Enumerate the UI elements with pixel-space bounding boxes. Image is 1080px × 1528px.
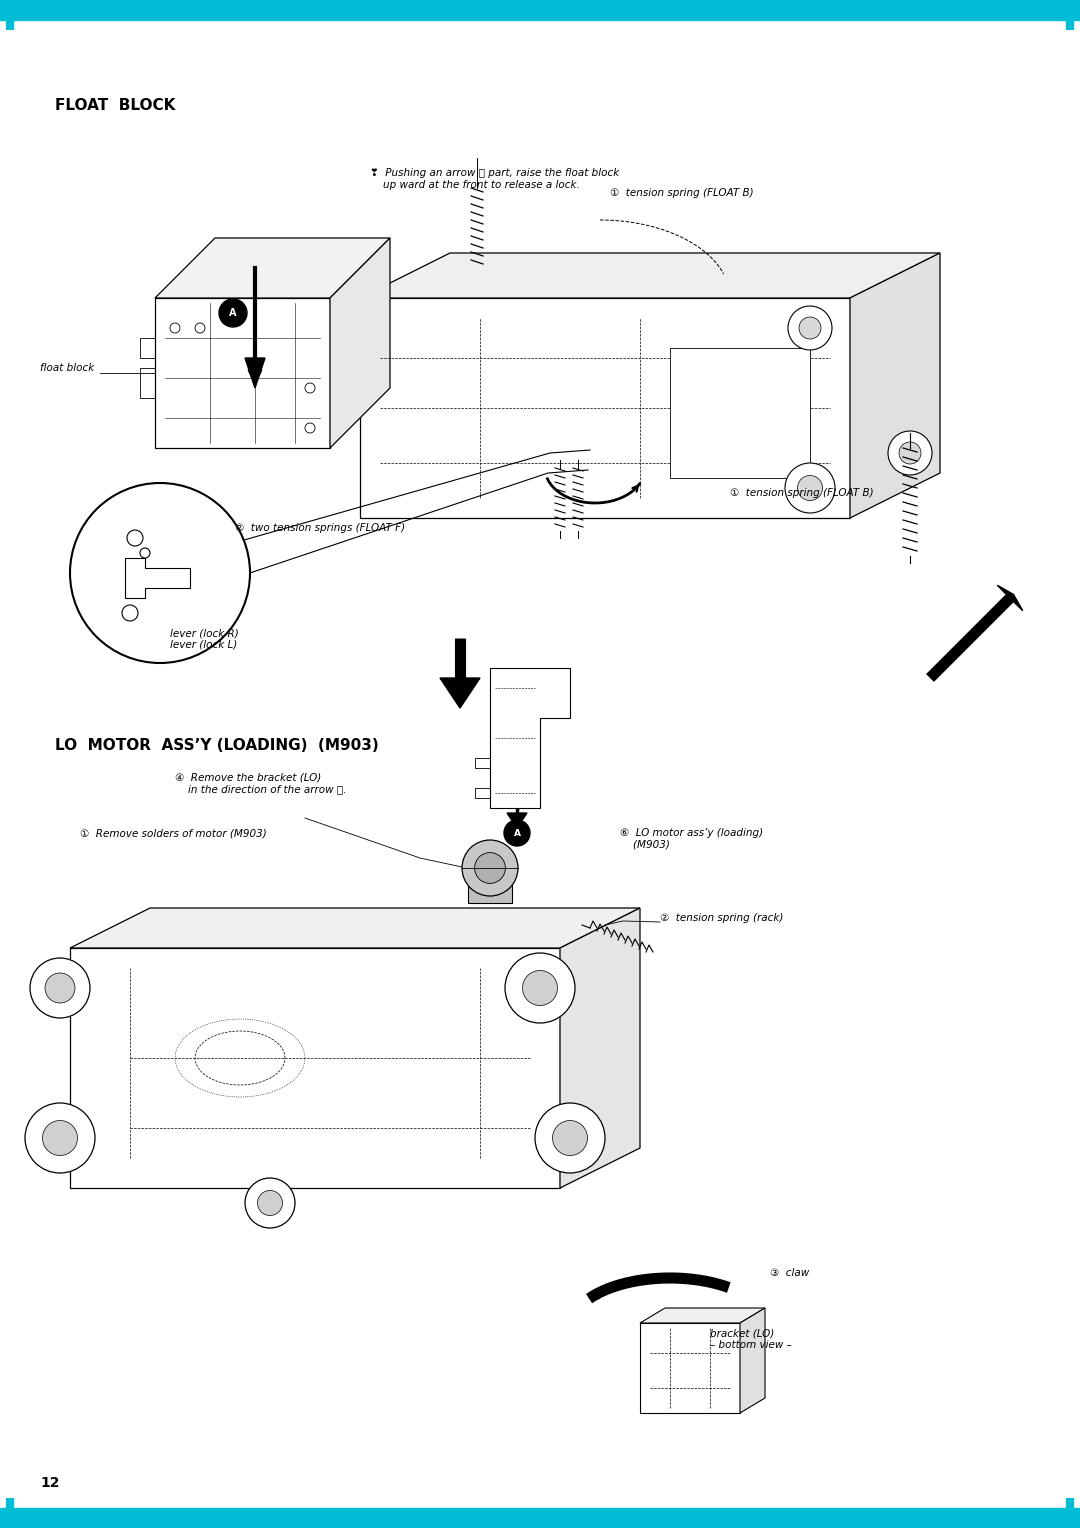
Text: ⑥  LO motor ass’y (loading)
    (M903): ⑥ LO motor ass’y (loading) (M903) [620, 828, 764, 850]
Polygon shape [561, 908, 640, 1187]
Polygon shape [156, 238, 390, 298]
Circle shape [785, 463, 835, 513]
Polygon shape [70, 947, 561, 1187]
Circle shape [504, 821, 530, 847]
Circle shape [257, 1190, 283, 1215]
Text: ①  tension spring (FLOAT B): ① tension spring (FLOAT B) [730, 487, 874, 498]
Circle shape [305, 423, 315, 432]
Text: A: A [513, 828, 521, 837]
Circle shape [797, 475, 823, 501]
Bar [0, 1508, 1080, 1528]
Circle shape [245, 1178, 295, 1229]
Text: ③  claw: ③ claw [770, 1268, 809, 1277]
Text: A: A [229, 309, 237, 318]
Polygon shape [360, 298, 850, 518]
Circle shape [140, 549, 150, 558]
Polygon shape [740, 1308, 765, 1413]
Polygon shape [125, 558, 190, 597]
Text: lever (lock R)
lever (lock L): lever (lock R) lever (lock L) [170, 628, 239, 649]
Circle shape [788, 306, 832, 350]
Circle shape [30, 958, 90, 1018]
Bar [468, 883, 512, 903]
Circle shape [799, 316, 821, 339]
Circle shape [474, 853, 505, 883]
Polygon shape [440, 678, 480, 707]
Text: ④  Remove the bracket (LO)
    in the direction of the arrow Ⓐ.: ④ Remove the bracket (LO) in the directi… [175, 773, 347, 795]
Text: float block: float block [40, 364, 94, 373]
Text: FLOAT  BLOCK: FLOAT BLOCK [55, 98, 175, 113]
Bar [0, 0, 1080, 20]
Polygon shape [507, 813, 527, 828]
Polygon shape [70, 908, 640, 947]
Circle shape [122, 605, 138, 620]
Polygon shape [156, 298, 330, 448]
Circle shape [535, 1103, 605, 1174]
Text: ❣  Pushing an arrow Ⓐ part, raise the float block
    up ward at the front to re: ❣ Pushing an arrow Ⓐ part, raise the flo… [370, 168, 619, 189]
Polygon shape [640, 1308, 765, 1323]
Text: bracket (LO)
– bottom view –: bracket (LO) – bottom view – [710, 1328, 792, 1349]
Circle shape [462, 840, 518, 895]
Circle shape [70, 483, 249, 663]
Polygon shape [490, 668, 570, 808]
Circle shape [25, 1103, 95, 1174]
Circle shape [888, 431, 932, 475]
Circle shape [42, 1120, 78, 1155]
Text: LO  MOTOR  ASS’Y (LOADING)  (M903): LO MOTOR ASS’Y (LOADING) (M903) [55, 738, 379, 753]
Circle shape [170, 322, 180, 333]
Circle shape [899, 442, 921, 465]
Text: ①  tension spring (FLOAT B): ① tension spring (FLOAT B) [610, 188, 754, 199]
Bar [670, 348, 810, 478]
Polygon shape [330, 238, 390, 448]
Circle shape [219, 299, 247, 327]
Circle shape [127, 530, 143, 545]
Circle shape [45, 973, 75, 1002]
Polygon shape [360, 254, 940, 298]
Circle shape [505, 953, 575, 1024]
Circle shape [195, 322, 205, 333]
Polygon shape [997, 585, 1023, 611]
Text: ②  two tension springs (FLOAT F): ② two tension springs (FLOAT F) [235, 523, 405, 533]
Circle shape [553, 1120, 588, 1155]
Polygon shape [640, 1323, 740, 1413]
Polygon shape [245, 358, 265, 388]
Polygon shape [850, 254, 940, 518]
Circle shape [523, 970, 557, 1005]
Text: ①  Remove solders of motor (M903): ① Remove solders of motor (M903) [80, 828, 267, 837]
Text: 12: 12 [40, 1476, 59, 1490]
Circle shape [305, 384, 315, 393]
Text: ②  tension spring (rack): ② tension spring (rack) [660, 914, 783, 923]
